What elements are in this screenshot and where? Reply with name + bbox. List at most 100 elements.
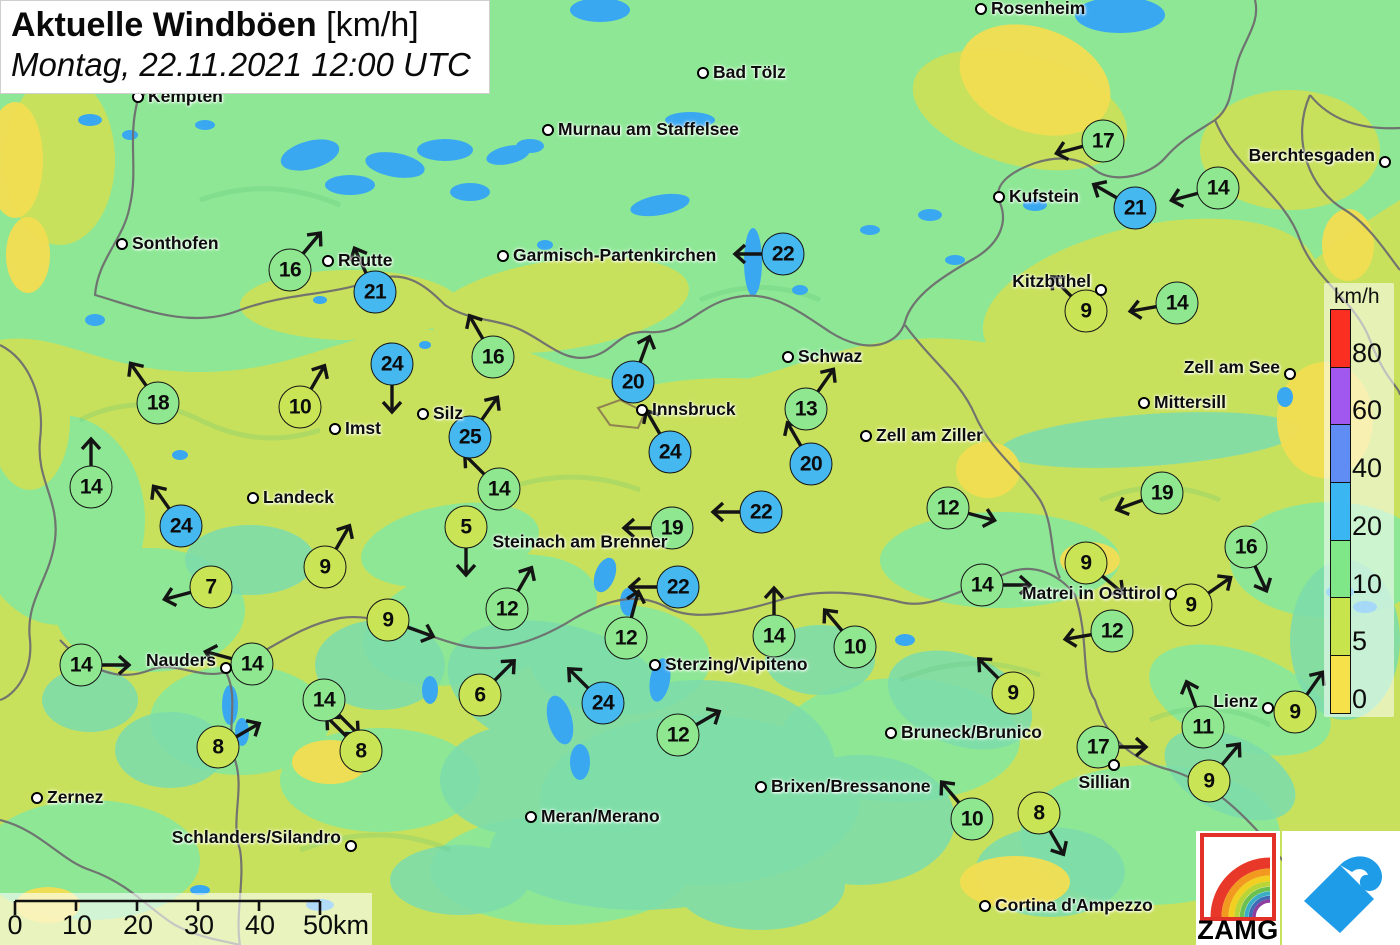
wind-gust-station: 9 — [1169, 583, 1213, 627]
zamg-rainbow-icon — [1200, 833, 1276, 921]
wind-direction-arrow — [80, 436, 102, 469]
legend-unit-label: km/h — [1334, 285, 1380, 308]
wind-direction-arrow — [763, 585, 785, 618]
wind-gust-station: 13 — [784, 387, 828, 431]
wind-gust-station: 14 — [960, 563, 1004, 607]
wind-direction-arrow — [1000, 574, 1033, 596]
city-marker-icon — [1165, 588, 1177, 600]
wind-gust-station: 7 — [189, 565, 233, 609]
wind-direction-arrow — [710, 501, 743, 523]
wind-gust-station: 9 — [991, 671, 1035, 715]
legend-tick-label: 10 — [1352, 568, 1383, 599]
wind-gust-station: 10 — [278, 385, 322, 429]
city-label: Zell am See — [1183, 357, 1280, 377]
zamg-logo: ZAMG — [1196, 831, 1280, 945]
city-marker-icon — [979, 900, 991, 912]
scale-bar-label: 0 — [7, 910, 23, 940]
wind-gust-station: 8 — [339, 729, 383, 773]
legend-color-segment — [1331, 598, 1350, 657]
city-label: Bruneck/Brunico — [901, 722, 1042, 742]
wind-direction-arrow — [349, 246, 369, 277]
wind-gust-station: 19 — [1140, 471, 1184, 515]
city-label: Lienz — [1213, 691, 1258, 711]
legend-color-segment — [1331, 656, 1350, 713]
city-marker-icon — [1095, 284, 1107, 296]
wind-direction-arrow — [491, 659, 516, 684]
city-marker-icon — [755, 781, 767, 793]
wind-gust-station: 24 — [648, 430, 692, 474]
wind-gust-station: 14 — [302, 678, 346, 722]
city-marker-icon — [220, 662, 232, 674]
wind-gust-station: 16 — [1224, 525, 1268, 569]
city-label: Meran/Merano — [541, 806, 660, 826]
wind-gust-station: 10 — [950, 797, 994, 841]
wind-direction-arrow — [626, 589, 647, 622]
wind-gust-station: 22 — [761, 232, 805, 276]
wind-direction-arrow — [1116, 736, 1149, 758]
wind-gust-station: 8 — [1017, 791, 1061, 835]
legend-color-segment — [1331, 310, 1350, 368]
wind-gust-station: 14 — [59, 643, 103, 687]
city-label: Kitzbühel — [1012, 271, 1091, 291]
legend-color-segment — [1331, 367, 1350, 426]
wind-gust-station: 16 — [268, 248, 312, 292]
city-label: Matrei in Osttirol — [1021, 583, 1161, 603]
map-title: Aktuelle Windböen [km/h] — [11, 6, 419, 44]
scale-bar-label: 50km — [302, 910, 370, 940]
wind-gust-station: 9 — [366, 598, 410, 642]
wind-direction-arrow — [1046, 827, 1068, 857]
wind-gust-station: 6 — [458, 673, 502, 717]
city-label: Innsbruck — [652, 399, 736, 419]
city-marker-icon — [116, 238, 128, 250]
wind-gust-station: 20 — [611, 360, 655, 404]
wind-direction-arrow — [203, 643, 236, 664]
city-marker-icon — [860, 430, 872, 442]
city-boundary-innsbruck — [596, 398, 647, 430]
city-marker-icon — [322, 255, 334, 267]
city-marker-icon — [31, 792, 43, 804]
city-label: Cortina d'Ampezzo — [995, 895, 1153, 915]
wind-direction-arrow — [1204, 574, 1233, 597]
scale-bar-label: 20 — [122, 910, 154, 940]
wind-gust-station: 12 — [1090, 609, 1134, 653]
wind-direction-arrow — [1062, 627, 1095, 648]
city-marker-icon — [417, 408, 429, 420]
wind-gust-station: 9 — [1064, 289, 1108, 333]
legend-tick-label: 5 — [1352, 626, 1368, 657]
wind-direction-arrow — [1179, 679, 1200, 711]
wind-direction-arrow — [1127, 299, 1160, 320]
wind-gust-station: 9 — [1064, 541, 1108, 585]
wind-gust-station: 12 — [485, 587, 529, 631]
wind-gust-station: 8 — [196, 725, 240, 769]
city-marker-icon — [1138, 397, 1150, 409]
city-marker-icon — [649, 659, 661, 671]
city-label: Kufstein — [1009, 186, 1079, 206]
city-label: Sterzing/Vipiteno — [665, 654, 808, 674]
legend-tick-label: 20 — [1352, 510, 1383, 541]
wind-gust-station: 14 — [1155, 281, 1199, 325]
legend-color-segment — [1331, 540, 1350, 599]
wind-direction-arrow — [814, 367, 837, 396]
wind-direction-arrow — [381, 382, 403, 415]
scale-bar-label: 40 — [244, 910, 276, 940]
city-marker-icon — [1108, 759, 1120, 771]
blue-flag-icon — [1304, 856, 1382, 933]
wind-gust-station: 25 — [448, 415, 492, 459]
legend-tick-label: 40 — [1352, 453, 1383, 484]
wind-direction-arrow — [478, 395, 501, 424]
city-marker-icon — [247, 492, 259, 504]
wind-gust-station: 20 — [789, 442, 833, 486]
wind-direction-arrow — [636, 334, 657, 366]
city-marker-icon — [1262, 702, 1274, 714]
wind-gust-station: 24 — [370, 342, 414, 386]
wind-gust-station: 9 — [303, 545, 347, 589]
map-lime-patches — [0, 49, 1380, 515]
wind-gust-station: 24 — [159, 504, 203, 548]
wind-direction-arrow — [232, 718, 262, 740]
map-subtitle: Montag, 22.11.2021 12:00 UTC — [11, 46, 471, 83]
scale-bar-label: 10 — [61, 910, 93, 940]
wind-gust-station: 9 — [1187, 759, 1231, 803]
wind-direction-arrow — [1252, 562, 1272, 593]
wind-gust-station: 14 — [477, 467, 521, 511]
